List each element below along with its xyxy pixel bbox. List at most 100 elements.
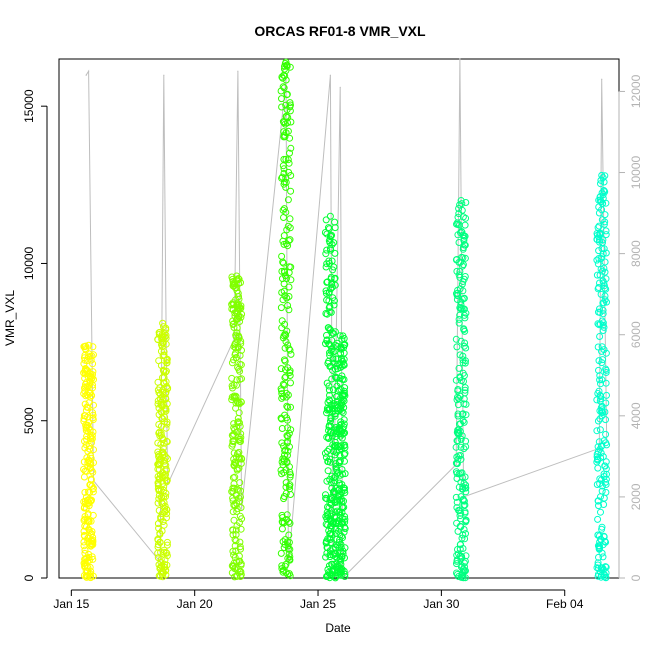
scatter-point	[336, 497, 344, 504]
x-tick-label: Jan 20	[177, 597, 213, 611]
scatter-point	[279, 275, 286, 283]
scatter-point	[158, 331, 166, 339]
scatter-point	[280, 493, 288, 500]
scatter-point	[321, 229, 329, 236]
scatter-point	[462, 516, 470, 524]
scatter-point	[286, 519, 294, 527]
y2-tick-label: 0	[629, 574, 643, 581]
scatter-point	[336, 523, 344, 531]
scatter-point	[456, 452, 464, 459]
scatter-point	[161, 507, 169, 515]
scatter-point	[454, 213, 462, 221]
secondary-series-point	[88, 70, 90, 72]
scatter-point	[453, 504, 461, 512]
scatter-point	[279, 83, 287, 91]
scatter-point	[593, 564, 601, 572]
scatter-point	[85, 456, 93, 464]
scatter-point	[602, 249, 610, 257]
scatter-point	[230, 461, 238, 469]
scatter-point	[90, 351, 97, 359]
scatter-point	[602, 458, 610, 466]
scatter-point	[236, 367, 244, 375]
scatter-point	[455, 205, 463, 212]
scatter-point	[331, 328, 339, 336]
scatter-point	[81, 343, 89, 351]
scatter-point	[453, 498, 461, 506]
scatter-point	[280, 131, 288, 139]
x-tick-label: Feb 04	[546, 597, 584, 611]
scatter-point	[333, 569, 341, 577]
secondary-series-point	[459, 58, 461, 60]
scatter-point	[327, 500, 335, 508]
scatter-point	[602, 285, 610, 293]
scatter-point	[228, 359, 236, 367]
scatter-point	[90, 446, 97, 454]
scatter-point	[324, 433, 332, 441]
scatter-point	[331, 373, 339, 381]
scatter-point	[325, 224, 332, 232]
scatter-point	[284, 196, 292, 204]
scatter-point	[236, 543, 244, 551]
scatter-point	[280, 455, 288, 463]
scatter-point	[83, 554, 91, 562]
scatter-point	[233, 300, 241, 308]
scatter-point	[326, 303, 334, 310]
scatter-point	[89, 409, 96, 417]
scatter-point	[335, 539, 343, 546]
scatter-point	[286, 553, 294, 561]
scatter-point	[156, 471, 164, 479]
scatter-point	[284, 302, 292, 309]
y2-tick-label: 10000	[629, 156, 643, 190]
scatter-point	[453, 556, 461, 564]
scatter-point	[283, 439, 291, 447]
scatter-point	[326, 308, 334, 316]
scatter-point	[323, 495, 331, 503]
scatter-point	[341, 518, 349, 526]
secondary-series-point	[329, 74, 331, 76]
scatter-point	[455, 319, 463, 327]
y2-tick-label: 8000	[629, 240, 643, 267]
scatter-point	[278, 317, 286, 325]
scatter-point	[84, 428, 92, 436]
scatter-point	[286, 463, 293, 471]
scatter-point	[599, 553, 607, 561]
scatter-point	[280, 287, 288, 295]
scatter-point	[231, 459, 239, 466]
scatter-point	[277, 304, 285, 312]
scatter-point	[340, 451, 348, 459]
scatter-point	[593, 271, 601, 279]
scatter-point	[452, 443, 460, 451]
scatter-point	[600, 178, 608, 186]
scatter-point	[455, 426, 463, 434]
scatter-point	[600, 501, 608, 508]
scatter-point	[341, 384, 349, 392]
scatter-point	[285, 159, 293, 167]
scatter-point	[154, 465, 162, 473]
scatter-point	[234, 363, 242, 371]
x-axis-label: Date	[325, 621, 351, 635]
scatter-point	[457, 469, 465, 477]
scatter-point	[596, 545, 603, 553]
scatter-point	[459, 569, 467, 577]
scatter-point	[286, 236, 294, 244]
scatter-point	[283, 402, 291, 410]
y-tick-label: 10000	[22, 246, 36, 280]
scatter-point	[237, 398, 245, 406]
scatter-point	[229, 497, 237, 505]
scatter-point	[453, 292, 461, 299]
scatter-point	[230, 424, 238, 432]
scatter-point	[283, 294, 291, 302]
scatter-point	[88, 374, 96, 382]
scatter-point	[461, 535, 469, 543]
scatter-point	[284, 156, 292, 164]
scatter-point	[281, 536, 289, 544]
scatter-point	[84, 511, 92, 519]
scatter-point	[287, 276, 295, 284]
scatter-point	[322, 263, 330, 271]
scatter-point	[80, 538, 88, 546]
y-tick-label: 5000	[22, 407, 36, 434]
scatter-point	[341, 525, 349, 533]
scatter-point	[341, 554, 348, 562]
scatter-point	[456, 273, 464, 281]
scatter-point	[462, 481, 470, 489]
